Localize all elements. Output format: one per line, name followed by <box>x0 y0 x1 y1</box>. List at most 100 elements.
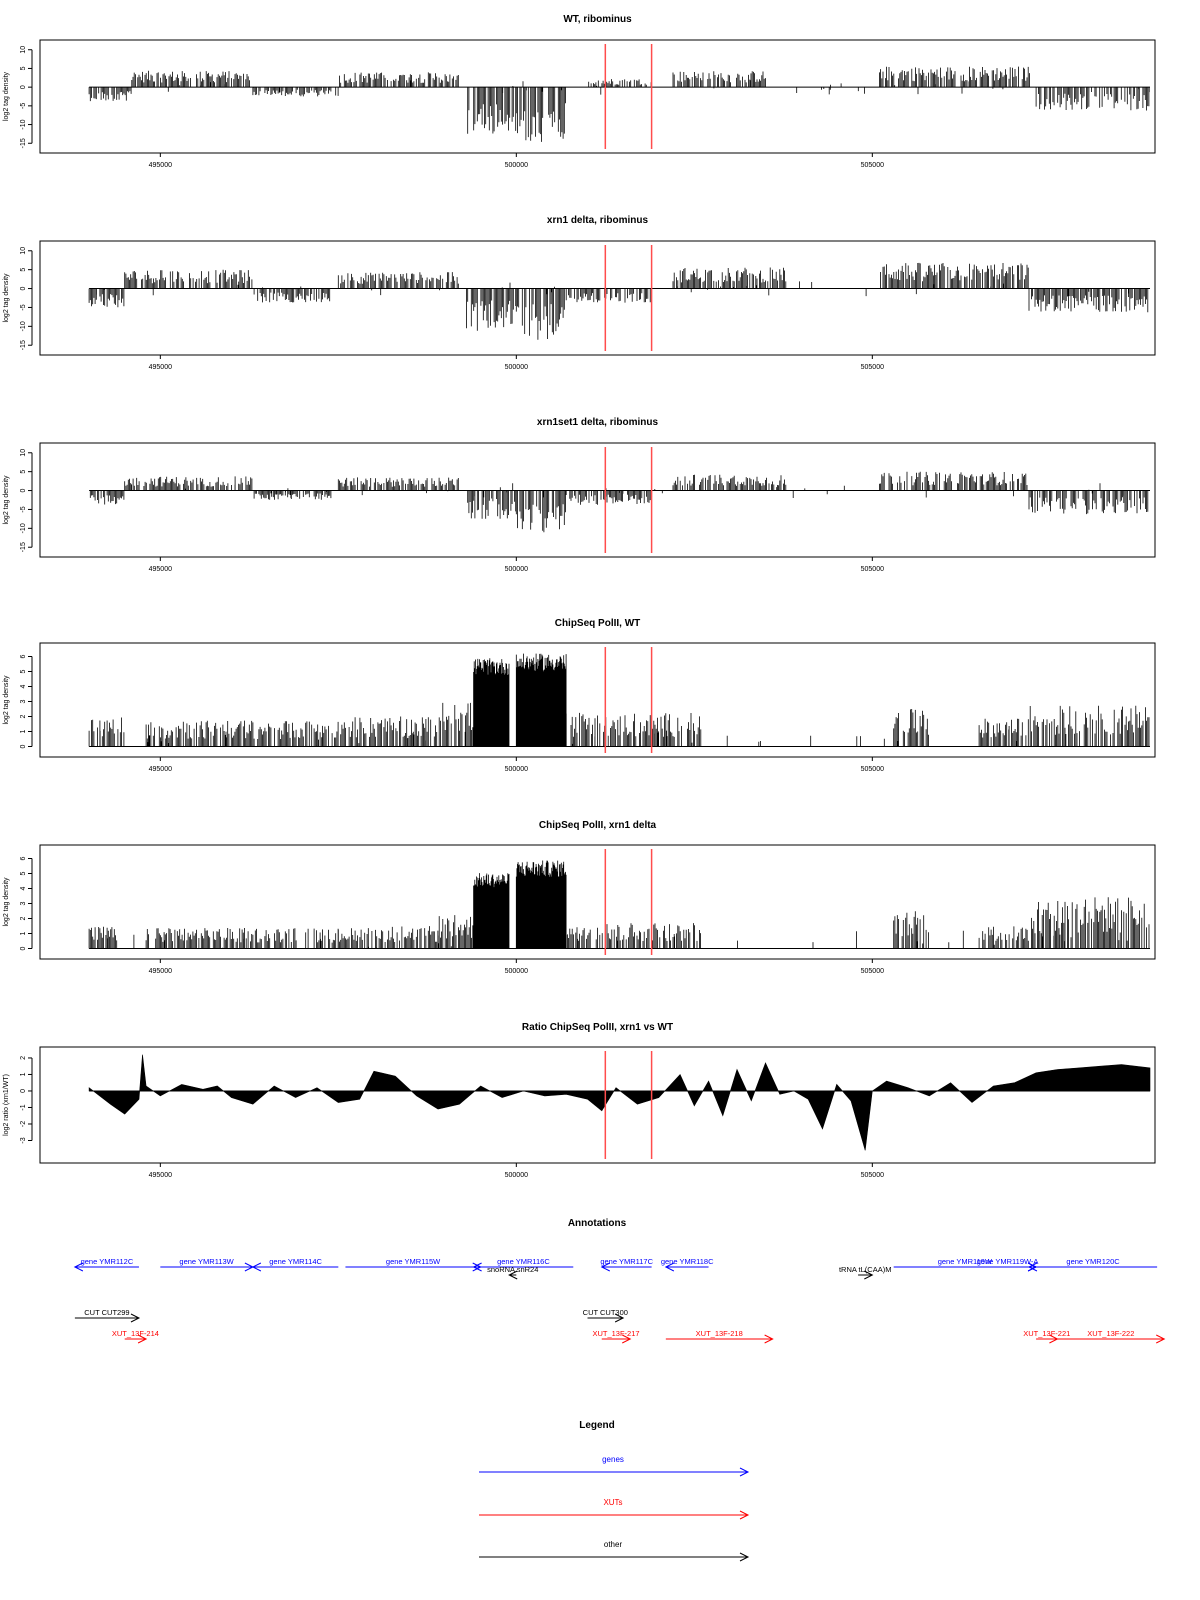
y-tick-label: 6 <box>20 856 27 860</box>
annotation-arrow <box>664 1262 709 1272</box>
x-tick-label: 495000 <box>149 364 172 371</box>
panel-title: ChipSeq PolII, xrn1 delta <box>539 820 657 831</box>
y-tick-label: -2 <box>20 1121 27 1127</box>
annotation-label: gene YMR112C <box>81 1257 134 1266</box>
y-axis-label: log2 tag density <box>3 475 10 525</box>
annotation-label: CUT CUT299 <box>84 1308 129 1317</box>
data-series <box>89 471 1150 533</box>
y-axis-label: log2 ratio (xrn1/WT) <box>3 1074 10 1136</box>
y-tick-label: 10 <box>20 247 27 255</box>
y-tick-label: 0 <box>20 1089 27 1093</box>
annotation-arrow <box>858 1270 874 1280</box>
annotation-arrow <box>1057 1334 1166 1344</box>
y-tick-label: -15 <box>20 138 27 148</box>
annotation-label: gene YMR116C <box>497 1257 550 1266</box>
data-series <box>88 653 1150 747</box>
y-tick-label: -3 <box>20 1137 27 1143</box>
plot-frame <box>39 240 1156 356</box>
panel-title: xrn1 delta, ribominus <box>547 215 649 226</box>
annotation-label: snoRNA snR24 <box>487 1265 538 1274</box>
y-tick-label: 5 <box>20 871 27 875</box>
legend: Legend genes XUTs other <box>479 1420 750 1562</box>
y-tick-label: 6 <box>20 654 27 658</box>
annotation-label: XUT_13F-218 <box>696 1329 743 1338</box>
x-tick-label: 495000 <box>149 162 172 169</box>
legend-arrow-other <box>479 1552 750 1562</box>
y-tick-label: -5 <box>20 103 27 109</box>
plot-frame <box>39 642 1156 758</box>
y-tick-label: -10 <box>20 321 27 331</box>
y-tick-label: 3 <box>20 699 27 703</box>
panel-5: ChipSeq PolII, xrn1 delta 0 1 2 3 4 5 6 log2 tag… <box>3 820 1156 975</box>
y-tick-label: 3 <box>20 901 27 905</box>
annotations-title: Annotations <box>568 1218 627 1229</box>
x-tick-label: 500000 <box>505 364 528 371</box>
annotation-label: gene YMR120C <box>1066 1257 1120 1266</box>
y-tick-label: 10 <box>20 449 27 457</box>
plot-frame <box>39 1046 1156 1164</box>
panel-title: WT, ribominus <box>563 14 632 25</box>
y-tick-label: -5 <box>20 506 27 512</box>
annotations-panel: Annotations gene YMR112C gene YMR113W gene … <box>73 1218 1166 1344</box>
annotation-arrow <box>665 1334 774 1344</box>
legend-title: Legend <box>579 1420 615 1431</box>
y-tick-label: -5 <box>20 304 27 310</box>
y-axis-label: log2 tag density <box>3 675 10 725</box>
x-tick-label: 500000 <box>505 566 528 573</box>
annotation-arrow <box>600 1262 652 1272</box>
annotation-arrow <box>601 1334 632 1344</box>
panel-6: Ratio ChipSeq PolII, xrn1 vs WT -3 -2 -1 0 1 2… <box>3 1022 1156 1179</box>
annotation-label: CUT CUT300 <box>583 1308 628 1317</box>
y-axis-label: log2 tag density <box>3 877 10 927</box>
annotation-label: gene YMR117C <box>600 1257 653 1266</box>
data-series <box>88 1054 1151 1151</box>
panel-title: Ratio ChipSeq PolII, xrn1 vs WT <box>522 1022 673 1033</box>
plot-frame <box>39 39 1156 154</box>
panel-4: ChipSeq PolII, WT 0 1 2 3 4 5 6 log2 tag density… <box>3 618 1156 773</box>
y-tick-label: 4 <box>20 886 27 890</box>
y-tick-label: 1 <box>20 1072 27 1076</box>
signal-bars <box>89 471 1149 533</box>
annotation-label: gene YMR119W-A <box>977 1257 1039 1266</box>
plot-frame <box>39 844 1156 960</box>
y-axis-label: log2 tag density <box>3 71 10 121</box>
y-tick-label: 0 <box>20 489 27 493</box>
x-tick-label: 500000 <box>505 1172 528 1179</box>
y-axis-label: log2 tag density <box>3 273 10 323</box>
annotation-arrow <box>508 1270 518 1280</box>
annotation-label: tRNA tL(CAA)M <box>839 1265 892 1274</box>
legend-label: XUTs <box>603 1498 622 1507</box>
x-tick-label: 505000 <box>861 968 884 975</box>
annotation-label: gene YMR115W <box>386 1257 441 1266</box>
y-tick-label: -15 <box>20 542 27 552</box>
annotation-arrow <box>587 1313 625 1323</box>
y-tick-label: 0 <box>20 744 27 748</box>
x-tick-label: 495000 <box>149 766 172 773</box>
y-tick-label: 4 <box>20 684 27 688</box>
annotation-arrow <box>251 1262 339 1272</box>
signal-bars <box>88 860 1150 949</box>
y-tick-label: 0 <box>20 85 27 89</box>
x-tick-label: 495000 <box>149 566 172 573</box>
y-tick-label: -15 <box>20 340 27 350</box>
panel-1: WT, ribominus -15 -10 -5 0 5 10 log2 tag densit… <box>3 14 1156 169</box>
annotation-label: gene YMR113W <box>179 1257 234 1266</box>
annotation-label: XUT_13F-222 <box>1087 1329 1134 1338</box>
panel-2: xrn1 delta, ribominus -15 -10 -5 0 5 10 log2 ta… <box>3 215 1156 371</box>
x-tick-label: 500000 <box>505 766 528 773</box>
signal-bars <box>88 262 1149 340</box>
y-tick-label: 2 <box>20 1056 27 1060</box>
legend-label: other <box>604 1540 623 1549</box>
y-tick-label: -10 <box>20 119 27 129</box>
y-tick-label: 1 <box>20 931 27 935</box>
x-tick-label: 505000 <box>861 364 884 371</box>
x-tick-label: 505000 <box>861 1172 884 1179</box>
legend-arrow-gene <box>479 1467 750 1477</box>
y-tick-label: 5 <box>20 66 27 70</box>
legend-label: genes <box>602 1455 624 1464</box>
panel-title: ChipSeq PolII, WT <box>555 618 641 629</box>
panel-title: xrn1set1 delta, ribominus <box>537 417 659 428</box>
y-tick-label: 1 <box>20 729 27 733</box>
x-tick-label: 500000 <box>505 162 528 169</box>
